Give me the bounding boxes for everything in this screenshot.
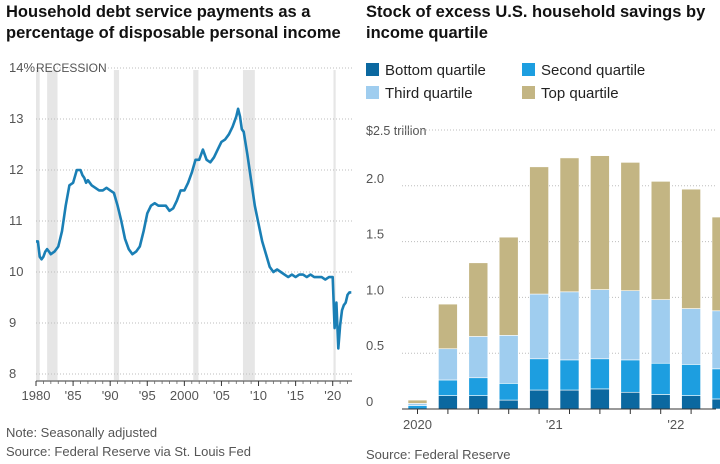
bar-bottom-2 xyxy=(468,395,489,410)
bar-third-9 xyxy=(681,308,701,365)
bar-second-0 xyxy=(407,405,428,410)
x-tick-label-2015: '15 xyxy=(287,388,304,403)
bar-top-8 xyxy=(650,181,671,300)
bar-third-5 xyxy=(559,291,580,361)
y-tick-label-0.5: 0.5 xyxy=(366,338,384,353)
y-tick-label-1.5: 1.5 xyxy=(366,227,384,242)
y-tick-label-0: 0 xyxy=(366,394,373,409)
bar-top-3 xyxy=(498,236,519,336)
y-tick-label-13: 13 xyxy=(9,111,23,126)
x-tick-label-1995: '95 xyxy=(139,388,156,403)
bar-bottom-3 xyxy=(498,399,519,410)
right-chart-title: Stock of excess U.S. household savings b… xyxy=(366,3,706,42)
legend-swatch-third xyxy=(366,86,379,99)
recession-band-5 xyxy=(333,70,336,380)
y-tick-label-2: 2.0 xyxy=(366,171,384,186)
legend-swatch-second xyxy=(522,63,535,76)
y-tick-label-9: 9 xyxy=(9,315,16,330)
x-tick-label-1990: '90 xyxy=(102,388,119,403)
y-tick-label-12: 12 xyxy=(9,162,23,177)
bar-third-10 xyxy=(711,310,720,370)
debt-service-line xyxy=(36,107,352,350)
legend-label-third: Third quartile xyxy=(385,85,473,102)
bar-second-8 xyxy=(650,362,671,395)
bar-bottom-8 xyxy=(650,394,671,410)
bar-top-2 xyxy=(468,262,489,337)
x-tick-label-1985: '85 xyxy=(65,388,82,403)
bar-third-0 xyxy=(407,403,428,406)
bar-second-3 xyxy=(498,383,519,401)
bar-top-4 xyxy=(529,166,549,295)
left-chart-title: Household debt service payments as a per… xyxy=(6,3,341,42)
bar-bottom-9 xyxy=(681,395,701,410)
bar-third-1 xyxy=(438,348,458,381)
stacked-bar-chart: 0 0.5 1.0 1.5 2.0 2020 '21 '22 xyxy=(366,129,720,432)
right-chart-source: Source: Federal Reserve xyxy=(366,447,511,462)
legend-label-top: Top quartile xyxy=(541,85,619,102)
recession-band-3 xyxy=(193,70,199,380)
x-tick-label-2010: '10 xyxy=(250,388,267,403)
bar-third-4 xyxy=(529,293,549,360)
legend-item-bottom-quartile: Bottom quartile xyxy=(366,62,486,79)
bar-second-5 xyxy=(559,359,580,391)
bar-bottom-1 xyxy=(438,395,458,410)
bar-third-2 xyxy=(468,336,489,379)
bar-top-1 xyxy=(438,303,458,350)
y-tick-label-10: 10 xyxy=(9,264,23,279)
bar-top-0 xyxy=(407,399,428,404)
recession-band-0 xyxy=(36,70,40,380)
legend-item-top-quartile: Top quartile xyxy=(522,85,619,102)
bar-bottom-4 xyxy=(529,389,549,410)
bar-bottom-6 xyxy=(590,388,610,410)
legend-label-bottom: Bottom quartile xyxy=(385,62,486,79)
bar-second-6 xyxy=(590,358,610,390)
legend-swatch-top xyxy=(522,86,535,99)
bar-second-2 xyxy=(468,377,489,396)
x-tick-label-2020: '20 xyxy=(324,388,341,403)
y-tick-label-11: 11 xyxy=(9,213,23,228)
left-chart-panel: Household debt service payments as a per… xyxy=(6,3,352,459)
bar-second-10 xyxy=(711,368,720,400)
x-tick-label-2: '22 xyxy=(667,417,684,432)
bar-third-7 xyxy=(620,290,641,361)
bar-third-6 xyxy=(590,289,610,360)
bar-second-9 xyxy=(681,364,701,396)
x-tick-label-2005: '05 xyxy=(213,388,230,403)
legend-item-third-quartile: Third quartile xyxy=(366,85,473,102)
bar-top-7 xyxy=(620,162,641,292)
legend-item-second-quartile: Second quartile xyxy=(522,62,645,79)
recession-band-4 xyxy=(242,70,255,380)
right-chart-panel: Stock of excess U.S. household savings b… xyxy=(362,0,720,464)
bar-top-6 xyxy=(590,155,610,290)
bar-second-7 xyxy=(620,359,641,393)
recession-band-2 xyxy=(113,70,120,380)
bar-bottom-5 xyxy=(559,389,580,410)
x-tick-label-1980: 1980 xyxy=(22,388,51,403)
y-tick-label-1: 1.0 xyxy=(366,282,384,297)
left-chart-source: Source: Federal Reserve via St. Louis Fe… xyxy=(6,444,251,459)
recession-band-1 xyxy=(47,70,58,380)
bar-bottom-10 xyxy=(711,398,720,410)
y-tick-label-8: 8 xyxy=(9,366,16,381)
bar-top-5 xyxy=(559,157,580,293)
left-chart-note: Note: Seasonally adjusted xyxy=(6,425,158,440)
x-tick-label-0: 2020 xyxy=(403,417,432,432)
bar-third-3 xyxy=(498,335,519,384)
x-tick-label-2000: 2000 xyxy=(170,388,199,403)
bar-bottom-7 xyxy=(620,391,641,410)
bar-top-9 xyxy=(681,188,701,309)
bar-second-1 xyxy=(438,379,458,396)
legend-swatch-bottom xyxy=(366,63,379,76)
line-chart: 8 9 10 11 12 13 14% 1980 '85 '90 '95 2000 '05 '10 '15 '… xyxy=(9,60,352,403)
legend-label-second: Second quartile xyxy=(541,62,646,79)
bar-second-4 xyxy=(529,358,549,391)
x-tick-label-1: '21 xyxy=(546,417,563,432)
y-axis-unit-label: $2.5 trillion xyxy=(366,124,427,138)
bar-top-10 xyxy=(711,216,720,312)
bar-third-8 xyxy=(650,299,671,364)
recession-label: RECESSION xyxy=(36,61,107,75)
y-tick-label-14: 14% xyxy=(9,60,35,75)
